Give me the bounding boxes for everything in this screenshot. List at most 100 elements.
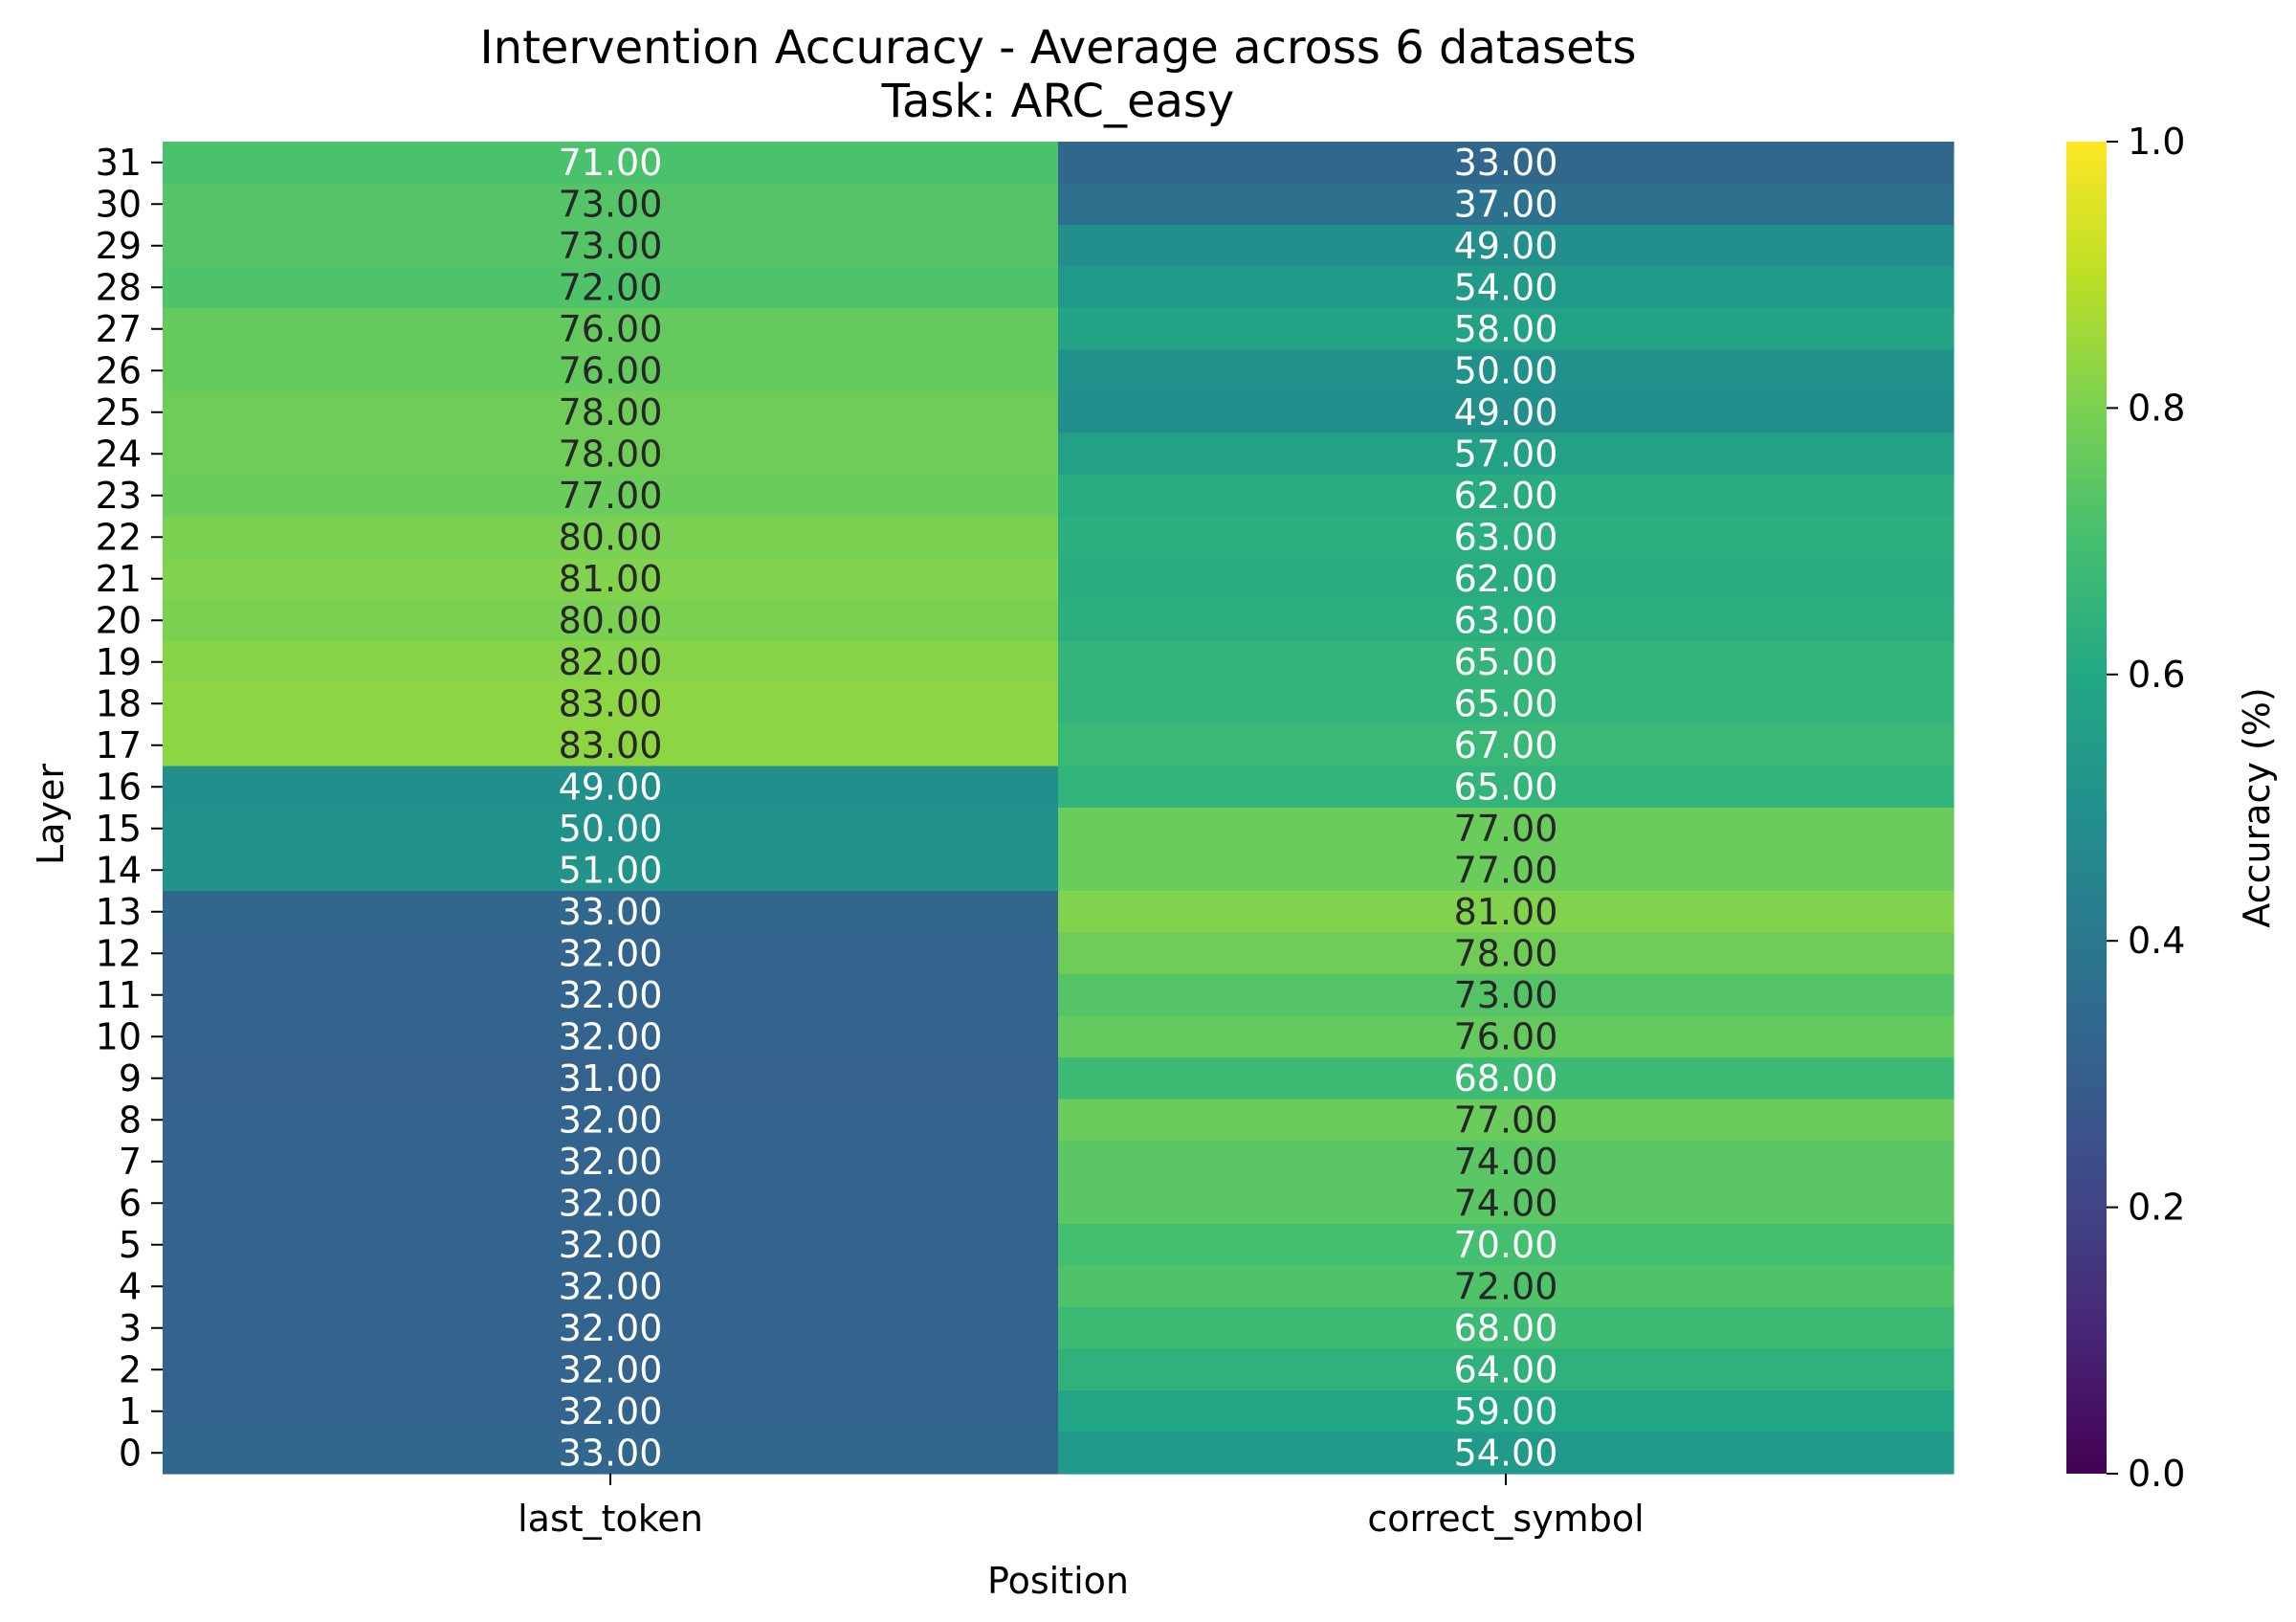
cell-value-label: 74.00 [1454, 1141, 1558, 1183]
cell-value-label: 80.00 [559, 599, 663, 641]
x-tick-label: last_token [518, 1498, 703, 1540]
heatmap-cell [1058, 808, 1954, 851]
y-tick-label: 19 [96, 641, 142, 683]
y-tick-label: 3 [119, 1307, 142, 1349]
heatmap-cell [1058, 1307, 1954, 1350]
heatmap-cell [163, 475, 1059, 518]
heatmap-cell [1058, 1141, 1954, 1184]
x-tick-label: correct_symbol [1367, 1498, 1644, 1540]
heatmap-cell [163, 932, 1059, 975]
heatmap-cell [163, 682, 1059, 725]
x-axis-ticks: last_token correct_symbol [518, 1474, 1645, 1540]
cell-value-label: 32.00 [559, 1348, 663, 1390]
y-tick-label: 7 [119, 1141, 142, 1183]
y-tick-label: 12 [96, 932, 142, 974]
heatmap-cell [1058, 1099, 1954, 1142]
heatmap-cell [163, 974, 1059, 1017]
cell-value-label: 32.00 [559, 1182, 663, 1224]
cell-value-label: 65.00 [1454, 682, 1558, 724]
heatmap-cell [1058, 1432, 1954, 1475]
cell-value-label: 62.00 [1454, 475, 1558, 517]
y-tick-label: 31 [96, 142, 142, 184]
heatmap-cell [1058, 849, 1954, 892]
heatmap-cell [163, 433, 1059, 476]
cell-value-label: 81.00 [1454, 891, 1558, 933]
y-tick-label: 13 [96, 891, 142, 933]
cell-value-label: 32.00 [559, 1390, 663, 1433]
cell-value-label: 65.00 [1454, 641, 1558, 683]
cell-value-label: 73.00 [559, 225, 663, 267]
heatmap-cell [163, 724, 1059, 767]
cell-value-label: 32.00 [559, 1224, 663, 1266]
heatmap-cell [163, 266, 1059, 309]
cell-value-label: 37.00 [1454, 183, 1558, 225]
heatmap-cell [163, 142, 1059, 185]
heatmap-cell [163, 1057, 1059, 1100]
cell-value-label: 32.00 [559, 1141, 663, 1183]
colorbar-ticks: 0.0 0.2 0.4 0.6 0.8 1.0 [2107, 121, 2185, 1495]
cell-value-label: 72.00 [1454, 1265, 1558, 1307]
heatmap-cells: 71.00 33.00 73.00 37.00 73.00 49.00 72.00 54.00… [163, 142, 1954, 1475]
cell-value-label: 76.00 [559, 308, 663, 350]
cell-value-label: 72.00 [559, 266, 663, 308]
heatmap-cell [163, 1141, 1059, 1184]
y-tick-label: 1 [119, 1390, 142, 1433]
y-axis-label: Layer [30, 764, 72, 865]
cell-value-label: 77.00 [1454, 1099, 1558, 1141]
heatmap-cell [1058, 1182, 1954, 1225]
heatmap-cell [163, 1224, 1059, 1267]
y-tick-label: 5 [119, 1224, 142, 1266]
y-tick-label: 28 [96, 266, 142, 308]
cell-value-label: 70.00 [1454, 1224, 1558, 1266]
heatmap-cell [1058, 974, 1954, 1017]
heatmap-cell [1058, 1348, 1954, 1391]
cell-value-label: 33.00 [559, 891, 663, 933]
heatmap-cell [1058, 1390, 1954, 1433]
heatmap-cell [163, 1015, 1059, 1058]
heatmap-cell [163, 808, 1059, 851]
y-tick-label: 0 [119, 1432, 142, 1474]
heatmap-cell [163, 599, 1059, 642]
cell-value-label: 62.00 [1454, 558, 1558, 600]
cell-value-label: 59.00 [1454, 1390, 1558, 1433]
heatmap-cell [163, 891, 1059, 934]
heatmap-cell [1058, 599, 1954, 642]
heatmap-cell [163, 349, 1059, 392]
cell-value-label: 57.00 [1454, 433, 1558, 475]
heatmap-cell [163, 1099, 1059, 1142]
heatmap-cell [1058, 932, 1954, 975]
cell-value-label: 71.00 [559, 142, 663, 184]
cell-value-label: 50.00 [1454, 349, 1558, 391]
cell-value-label: 49.00 [1454, 225, 1558, 267]
cell-value-label: 54.00 [1454, 1432, 1558, 1474]
cell-value-label: 73.00 [1454, 974, 1558, 1016]
cell-value-label: 33.00 [1454, 142, 1558, 184]
chart-title: Intervention Accuracy - Average across 6… [480, 21, 1637, 75]
y-tick-label: 23 [96, 475, 142, 517]
y-tick-label: 17 [96, 724, 142, 767]
cell-value-label: 49.00 [1454, 391, 1558, 433]
colorbar-label: Accuracy (%) [2236, 687, 2278, 927]
heatmap-cell [1058, 1265, 1954, 1308]
cell-value-label: 81.00 [559, 558, 663, 600]
colorbar-tick-label: 0.4 [2128, 920, 2185, 962]
heatmap-cell [1058, 724, 1954, 767]
heatmap-cell [163, 1265, 1059, 1308]
cell-value-label: 65.00 [1454, 766, 1558, 808]
colorbar-tick-label: 0.0 [2128, 1453, 2185, 1495]
cell-value-label: 78.00 [559, 391, 663, 433]
heatmap-cell [163, 849, 1059, 892]
heatmap-cell [1058, 266, 1954, 309]
y-tick-label: 6 [119, 1182, 142, 1224]
cell-value-label: 33.00 [559, 1432, 663, 1474]
colorbar-tick-label: 1.0 [2128, 121, 2185, 163]
cell-value-label: 31.00 [559, 1057, 663, 1100]
heatmap-cell [1058, 183, 1954, 226]
heatmap-cell [1058, 433, 1954, 476]
heatmap-cell [1058, 349, 1954, 392]
heatmap-cell [163, 225, 1059, 268]
cell-value-label: 58.00 [1454, 308, 1558, 350]
cell-value-label: 68.00 [1454, 1057, 1558, 1100]
cell-value-label: 77.00 [1454, 808, 1558, 850]
